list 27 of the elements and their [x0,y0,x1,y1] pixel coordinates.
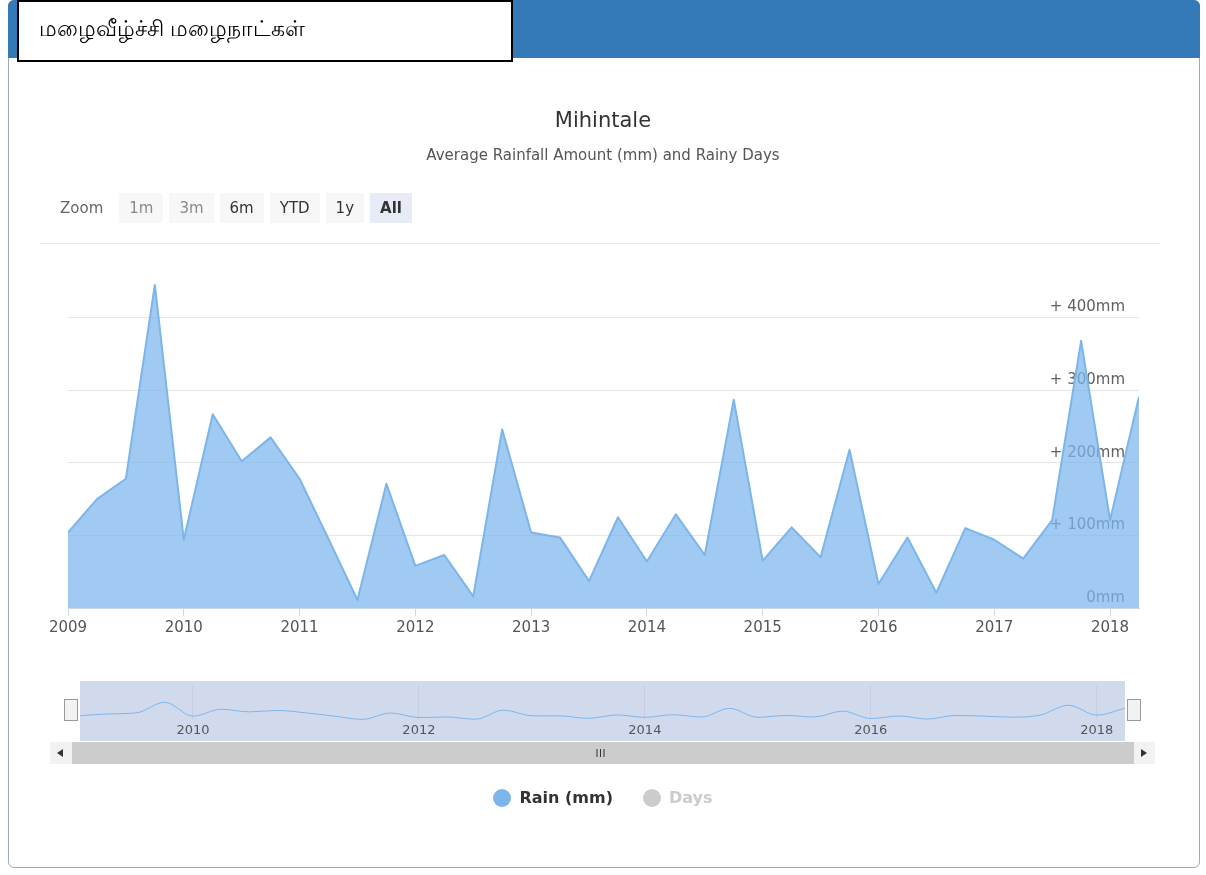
text: 1y [325,193,365,223]
legend-label: Rain (mm) [519,788,613,807]
x-tick-label: 2018 [1080,721,1114,737]
text: 1m [119,193,164,223]
x-tick-label: 2014 [628,721,662,737]
text: All [370,193,412,223]
x-tick-label: 2016 [859,617,898,636]
text: YTD [269,193,320,223]
chart-subtitle: Average Rainfall Amount (mm) and Rainy Days [425,146,781,164]
x-tick-label: 2017 [975,617,1014,636]
y-tick-label: + 400mm [1049,297,1125,316]
x-tick-label: 2018 [1090,617,1130,636]
x-tick-label: 2016 [854,721,888,737]
x-tick-label: 2012 [396,617,435,636]
x-tick-label: 2013 [512,617,551,636]
x-tick-label: 2014 [627,617,667,636]
x-tick-label: 2015 [743,617,782,636]
text: 6m [219,193,264,223]
text: 3m [169,193,214,223]
x-tick-label: 2010 [164,617,203,636]
chart-title: Mihintale [553,108,653,132]
text: மழைவீழ்ச்சி மழைநாட்கள் [17,0,513,62]
x-tick-label: 2012 [402,721,436,737]
text: Zoom [59,198,105,219]
x-tick-label: 2009 [48,617,88,636]
x-tick-label: 2010 [176,721,210,737]
x-tick-label: 2011 [280,617,319,636]
